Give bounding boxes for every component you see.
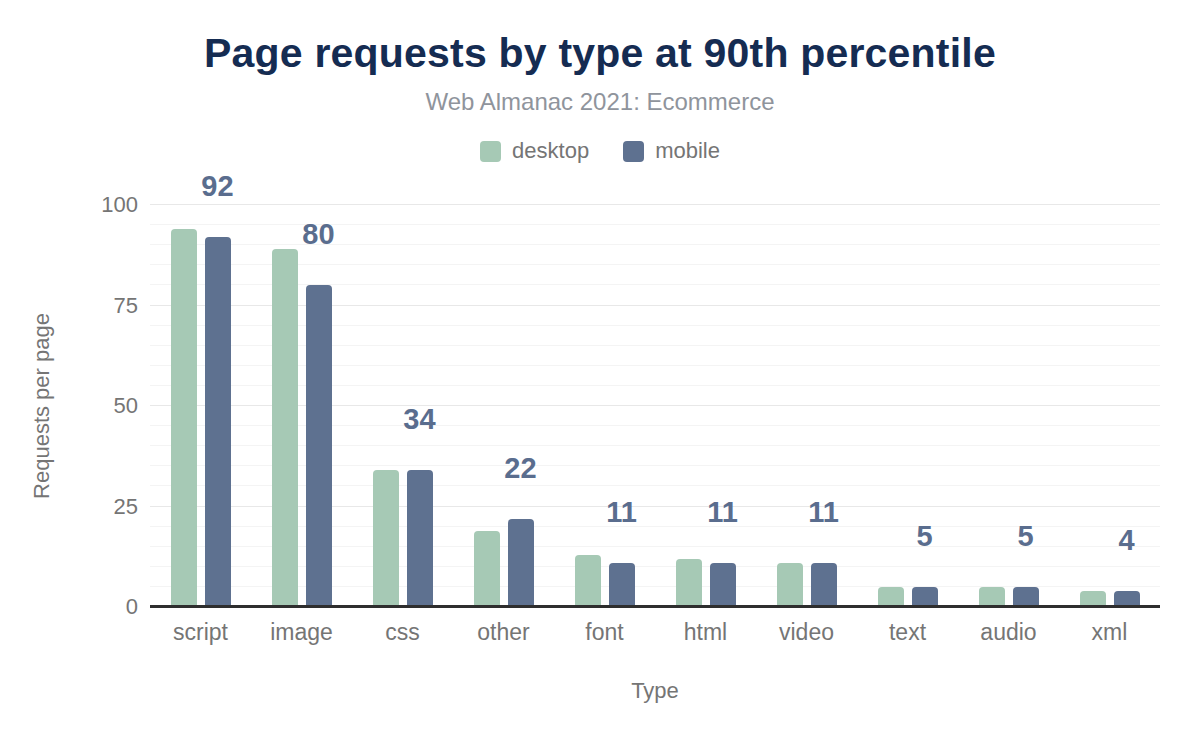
bar-group-image	[272, 205, 332, 607]
bar-other-mobile[interactable]	[508, 519, 534, 607]
legend-swatch-desktop	[480, 141, 501, 162]
bar-video-mobile[interactable]	[811, 563, 837, 607]
bar-label-other: 22	[504, 452, 536, 485]
bar-label-video: 11	[808, 496, 839, 529]
bar-label-html: 11	[707, 496, 738, 529]
y-tick-50: 50	[0, 393, 138, 419]
bar-label-text: 5	[916, 520, 932, 553]
x-tick-audio: audio	[954, 619, 1064, 646]
chart-subtitle: Web Almanac 2021: Ecommerce	[0, 88, 1200, 116]
bar-css-mobile[interactable]	[407, 470, 433, 607]
legend-item-desktop[interactable]: desktop	[480, 138, 589, 164]
bar-group-script	[171, 205, 231, 607]
bar-label-font: 11	[606, 496, 637, 529]
x-axis-line	[150, 605, 1160, 608]
bar-css-desktop[interactable]	[373, 470, 399, 607]
x-tick-css: css	[348, 619, 458, 646]
y-tick-25: 25	[0, 494, 138, 520]
bar-text-mobile[interactable]	[912, 587, 938, 607]
x-tick-script: script	[146, 619, 256, 646]
x-tick-xml: xml	[1055, 619, 1165, 646]
chart-figure: Page requests by type at 90th percentile…	[0, 0, 1200, 742]
legend-label-desktop: desktop	[512, 138, 589, 164]
legend-item-mobile[interactable]: mobile	[623, 138, 720, 164]
bar-audio-desktop[interactable]	[979, 587, 1005, 607]
x-tick-font: font	[550, 619, 660, 646]
x-tick-video: video	[752, 619, 862, 646]
x-tick-image: image	[247, 619, 357, 646]
bar-label-image: 80	[302, 218, 334, 251]
bar-label-audio: 5	[1017, 520, 1033, 553]
bar-image-desktop[interactable]	[272, 249, 298, 607]
bar-html-desktop[interactable]	[676, 559, 702, 607]
bar-image-mobile[interactable]	[306, 285, 332, 607]
bar-group-video	[777, 205, 837, 607]
bar-audio-mobile[interactable]	[1013, 587, 1039, 607]
bar-group-other	[474, 205, 534, 607]
x-tick-html: html	[651, 619, 761, 646]
bar-font-mobile[interactable]	[609, 563, 635, 607]
x-tick-other: other	[449, 619, 559, 646]
bar-label-xml: 4	[1118, 524, 1134, 557]
y-tick-0: 0	[0, 594, 138, 620]
bar-script-mobile[interactable]	[205, 237, 231, 607]
bar-label-script: 92	[201, 170, 233, 203]
bar-label-css: 34	[403, 403, 435, 436]
plot-area: 92803422111111554	[150, 205, 1160, 607]
y-axis-ticks: 0255075100	[0, 205, 138, 607]
x-axis-title: Type	[631, 678, 679, 704]
legend-swatch-mobile	[623, 141, 644, 162]
x-axis-ticks: scriptimagecssotherfonthtmlvideotextaudi…	[150, 607, 1160, 647]
legend: desktop mobile	[0, 138, 1200, 164]
y-tick-100: 100	[0, 192, 138, 218]
bar-text-desktop[interactable]	[878, 587, 904, 607]
bar-group-font	[575, 205, 635, 607]
x-tick-text: text	[853, 619, 963, 646]
bar-font-desktop[interactable]	[575, 555, 601, 607]
bar-html-mobile[interactable]	[710, 563, 736, 607]
bar-group-html	[676, 205, 736, 607]
chart-title: Page requests by type at 90th percentile	[0, 0, 1200, 77]
bar-script-desktop[interactable]	[171, 229, 197, 607]
bar-video-desktop[interactable]	[777, 563, 803, 607]
y-tick-75: 75	[0, 293, 138, 319]
bar-other-desktop[interactable]	[474, 531, 500, 607]
legend-label-mobile: mobile	[655, 138, 720, 164]
